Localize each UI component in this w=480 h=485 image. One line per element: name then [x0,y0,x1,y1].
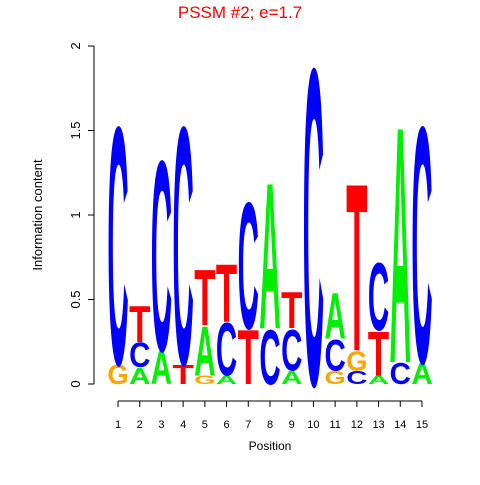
logo-letter: A [194,313,215,391]
x-tick-label: 2 [137,419,143,431]
logo-letter: A [325,279,346,353]
logo-letter: G [194,374,215,387]
y-tick-label: 0 [68,380,83,387]
logo-letter: T [194,253,215,342]
logo-letter: C [346,367,367,388]
x-tick-label: 14 [394,419,406,431]
logo-letter: G [346,345,367,377]
x-tick-label: 6 [224,419,230,431]
x-tick-label: 11 [329,419,340,431]
logo-letter: C [411,56,432,434]
logo-letter: A [390,56,411,434]
x-tick-label: 8 [267,419,273,431]
chart-title: PSSM #2; e=1.7 [178,3,302,22]
logo-letter: T [281,282,302,340]
logo-letter: T [129,295,150,353]
x-tick-label: 1 [115,419,121,431]
x-tick-label: 15 [416,419,428,431]
y-tick-label: 0.5 [68,290,83,308]
x-tick-label: 13 [372,419,384,431]
logo-letter: C [390,356,411,390]
logo-letter: A [281,367,302,388]
logo-letter: A [368,374,389,387]
logo-letter: A [259,139,280,372]
logo-letter: A [151,341,172,394]
logo-letter: C [325,331,346,381]
logo-letter: C [259,314,280,401]
logo-letter: T [368,318,389,389]
logo-letter: C [151,105,172,409]
logo-letter: C [107,57,128,437]
logo-letter: A [411,356,432,390]
logo-letter: G [107,358,128,390]
x-tick-label: 9 [289,419,295,431]
logo-letter: A [216,374,237,387]
x-tick-label: 12 [351,419,363,431]
logo-letter: T [173,358,194,390]
x-tick-label: 5 [202,419,208,431]
logo-letter: T [216,248,237,340]
logo-letter: C [368,243,389,351]
y-tick-label: 2 [68,42,83,49]
logo-letter: T [238,314,259,401]
y-tick-label: 1.5 [68,121,83,139]
y-tick-label: 1 [68,211,83,218]
x-tick-label: 10 [307,419,319,431]
y-axis-label: Information content [30,159,45,271]
x-tick-label: 4 [180,419,186,431]
logo-letter: T [346,134,367,402]
logo-letter: C [238,165,259,367]
logo-letter: C [303,0,324,480]
x-tick-label: 3 [158,419,164,431]
logo-letter: C [216,308,237,392]
logo-letter: C [281,318,302,383]
logo-letter: G [325,367,346,388]
logo-letter: A [129,363,150,389]
x-tick-label: 7 [245,419,251,431]
logo-letter: C [173,57,194,437]
x-axis-label: Position [249,439,292,453]
logo-letter: C [129,335,150,374]
